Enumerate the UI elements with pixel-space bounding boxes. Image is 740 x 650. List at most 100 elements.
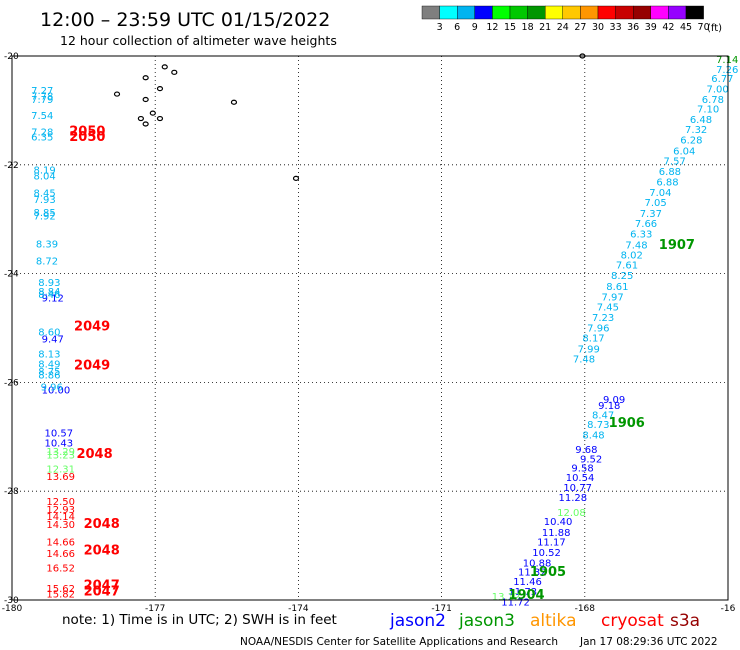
scale-label: 36 — [627, 22, 639, 33]
island-outline — [156, 115, 164, 122]
swh-value-label: 7.37 — [640, 209, 662, 220]
swh-value-label: 15.82 — [46, 589, 75, 600]
swh-value-label: 8.84 — [38, 287, 60, 298]
island-outlines — [113, 53, 586, 181]
cycle-number-label: 1907 — [659, 238, 695, 253]
latitude-tick-label: -22 — [4, 161, 19, 171]
swh-value-label: 10.43 — [44, 439, 73, 450]
swh-value-label: 7.32 — [685, 125, 707, 136]
cycle-number-label: 2047 — [84, 579, 120, 594]
swh-value-label: 9.18 — [598, 401, 620, 412]
swh-value-label: 8.02 — [621, 250, 643, 261]
scale-label: 12 — [486, 22, 498, 33]
swh-value-label: 7.48 — [625, 241, 647, 252]
swh-value-label: 6.88 — [659, 167, 681, 178]
swh-value-label: 7.05 — [644, 198, 666, 209]
swh-value-label: 9.58 — [571, 464, 593, 475]
scale-label: 45 — [680, 22, 692, 33]
scale-swatch — [439, 5, 458, 20]
scale-swatch — [457, 5, 476, 20]
scale-label: 9 — [472, 22, 478, 33]
swh-value-label: 8.47 — [592, 410, 614, 421]
map-grid — [12, 56, 728, 600]
swh-value-label: 7.92 — [33, 212, 55, 223]
swh-value-label: 14.30 — [46, 520, 75, 531]
island-outline — [149, 110, 156, 116]
swh-value-label: 7.96 — [587, 323, 609, 334]
swh-value-label: 7.79 — [31, 95, 53, 106]
swh-value-label: 9.09 — [603, 395, 625, 406]
swh-value-label: 9.68 — [575, 445, 597, 456]
swh-value-label: 7.93 — [33, 195, 55, 206]
scale-label: 30 — [592, 22, 604, 33]
scale-label: 39 — [645, 22, 657, 33]
scale-label: 21 — [539, 22, 551, 33]
longitude-tick-label: -180 — [2, 604, 23, 614]
longitude-tick-label: -171 — [431, 604, 451, 614]
swh-value-label: 8.72 — [36, 256, 58, 267]
swh-value-label: 13.12 — [492, 592, 521, 603]
island-outline — [230, 99, 238, 105]
island-outline — [292, 175, 300, 181]
swh-value-label: 8.19 — [33, 166, 55, 177]
scale-label: 42 — [662, 22, 674, 33]
swh-value-label: 6.28 — [680, 136, 702, 147]
swh-value-label: 8.49 — [38, 360, 60, 371]
scale-swatch — [527, 5, 546, 20]
swh-value-label: 9.96 — [41, 383, 63, 394]
swh-value-label: 8.93 — [38, 278, 60, 289]
swh-value-label: 7.61 — [616, 261, 638, 272]
island-outline — [161, 64, 168, 70]
island-outline — [142, 75, 149, 81]
swh-value-label: 14.66 — [46, 538, 75, 549]
swh-value-label: 14.66 — [46, 549, 75, 560]
swh-value-label: 8.48 — [582, 430, 604, 441]
scale-label: 6 — [454, 22, 460, 33]
latitude-tick-label: -24 — [4, 270, 19, 280]
swh-value-label: 14.14 — [46, 512, 75, 523]
satellite-legend-jason2: jason2 — [389, 611, 446, 631]
scale-unit: (ft) — [707, 23, 722, 34]
swh-value-label: 10.54 — [566, 473, 595, 484]
map-frame — [11, 55, 729, 601]
swh-value-label: 8.73 — [587, 420, 609, 431]
scale-swatch — [509, 5, 528, 20]
swh-value-label: 7.97 — [602, 292, 624, 303]
swh-value-label: 7.48 — [573, 354, 595, 365]
scale-swatch — [685, 5, 704, 20]
footer-note: note: 1) Time is in UTC; 2) SWH is in fe… — [62, 612, 337, 628]
island-outline — [156, 86, 164, 92]
swh-value-label: 11.72 — [501, 597, 530, 608]
swh-value-label: 13.23 — [46, 451, 75, 462]
scale-swatch — [545, 5, 564, 20]
cycle-number-label: 1906 — [609, 416, 645, 431]
swh-value-label: 7.00 — [707, 84, 729, 95]
cycle-number-label: 2048 — [84, 517, 120, 532]
swh-value-label: 11.73 — [508, 587, 537, 598]
cycle-number-label: 1905 — [530, 565, 566, 580]
scale-swatch — [615, 5, 634, 20]
swh-value-label: 8.60 — [38, 328, 60, 339]
swh-value-label: 7.66 — [635, 219, 657, 230]
swh-value-label: 7.27 — [31, 86, 53, 97]
swh-value-label: 8.46 — [38, 290, 60, 301]
swh-value-label: 7.28 — [31, 127, 53, 138]
scale-label: 15 — [504, 22, 516, 33]
swh-value-label: 10.00 — [42, 385, 71, 396]
scale-label: 33 — [610, 22, 622, 33]
swh-value-label: 13.69 — [46, 472, 75, 483]
swh-value-label: 10.57 — [44, 428, 73, 439]
island-outline — [113, 91, 121, 97]
footer-timestamp: Jan 17 08:29:36 UTC 2022 — [579, 636, 718, 648]
island-outline — [137, 115, 144, 122]
swh-value-label: 12.93 — [46, 505, 75, 516]
scale-label: 70 — [698, 22, 710, 33]
swh-value-label: 12.31 — [46, 465, 75, 476]
axis-ticks: -180 -177 -174 -171 -168 -16 -20 -22 -24 -26 -28 -3… — [2, 52, 736, 614]
swh-value-label: 8.75 — [38, 367, 60, 378]
cycle-number-label: 2049 — [74, 320, 110, 335]
scale-label: 27 — [574, 22, 586, 33]
satellite-legend-cryosat: cryosat — [601, 611, 664, 631]
